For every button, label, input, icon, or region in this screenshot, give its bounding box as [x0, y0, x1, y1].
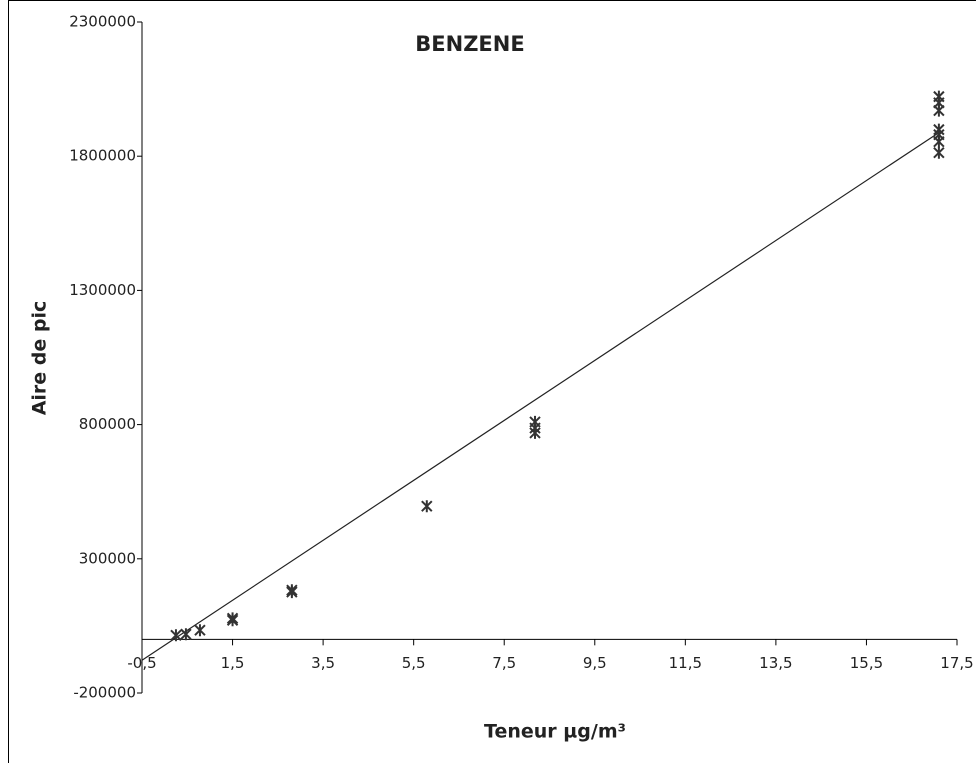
data-point: [421, 500, 433, 513]
data-point: [226, 614, 239, 627]
y-axis-title: Aire de pic: [29, 301, 51, 416]
y-tick-label: 300000: [79, 549, 136, 567]
x-tick-label: -0,5: [127, 654, 156, 672]
chart-title: BENZENE: [415, 32, 524, 56]
data-point: [180, 628, 192, 641]
x-tick-label: 3,5: [311, 654, 335, 672]
x-tick-label: 13,5: [759, 654, 792, 672]
x-tick-label: 11,5: [669, 654, 702, 672]
x-tick-label: 5,5: [402, 654, 426, 672]
data-point: [933, 146, 945, 159]
trendline: [141, 132, 940, 661]
y-tick-label: 2300000: [69, 13, 136, 31]
data-point: [529, 426, 541, 439]
x-tick-label: 1,5: [221, 654, 245, 672]
x-tick-label: 7,5: [492, 654, 516, 672]
data-point: [194, 624, 206, 637]
data-point: [170, 629, 182, 642]
data-point: [933, 135, 945, 148]
y-tick-label: 1800000: [69, 147, 136, 165]
y-tick-label: -200000: [73, 684, 136, 702]
x-tick-label: 15,5: [850, 654, 883, 672]
data-point: [933, 104, 945, 117]
data-point: [286, 586, 298, 599]
x-tick-label: 17,5: [940, 654, 973, 672]
y-tick-label: 800000: [79, 415, 136, 433]
y-tick-label: 1300000: [69, 281, 136, 299]
x-axis-title: Teneur µg/m³: [484, 721, 626, 743]
frame: [8, 0, 976, 763]
x-tick-label: 9,5: [583, 654, 607, 672]
